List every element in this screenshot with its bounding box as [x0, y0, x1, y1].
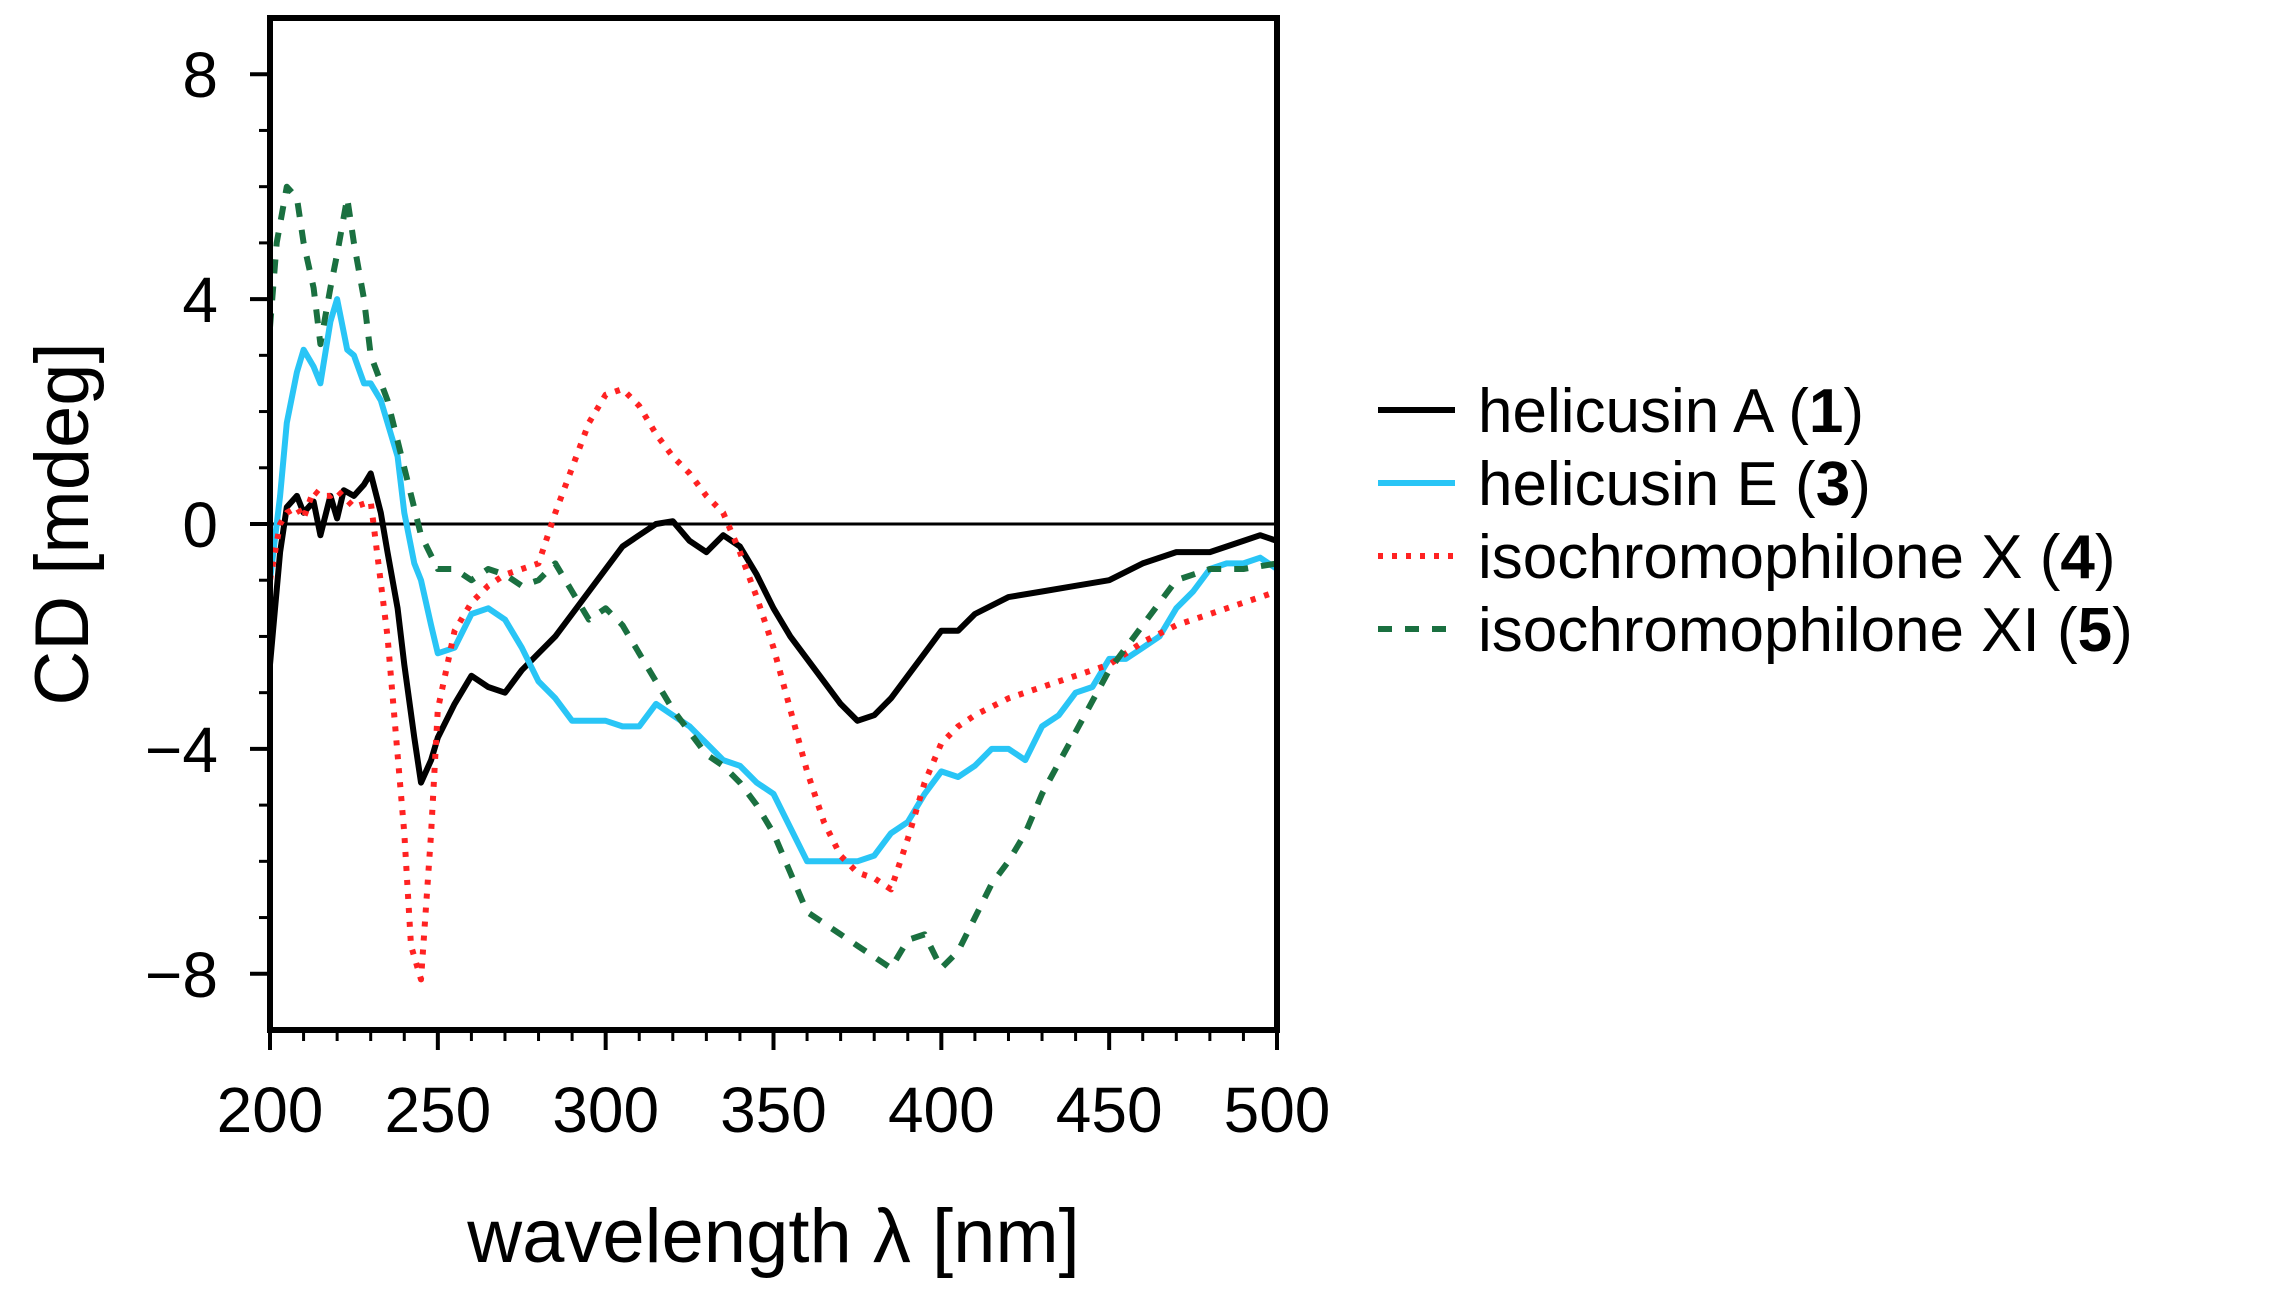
- series-line-helicusin-a: [267, 470, 1278, 786]
- y-tick-label: 4: [182, 264, 218, 336]
- legend-name: helicusin E: [1478, 450, 1778, 519]
- legend-label: isochromophilone X (4): [1478, 523, 2116, 592]
- x-axis-title: wavelength λ [nm]: [466, 1194, 1080, 1279]
- x-tick-label: 300: [552, 1074, 659, 1146]
- legend-label: helicusin A (1): [1478, 377, 1864, 446]
- x-tick-label: 250: [384, 1074, 491, 1146]
- x-tick-label: 450: [1056, 1074, 1163, 1146]
- x-tick-label: 400: [888, 1074, 995, 1146]
- y-tick-label: 0: [182, 489, 218, 561]
- legend-entry-isochromophilone-xi: isochromophilone XI (5): [1378, 596, 2133, 665]
- x-tick-label: 350: [720, 1074, 827, 1146]
- legend-compound-number: 1: [1809, 377, 1843, 446]
- series-line-helicusin-e: [267, 296, 1279, 865]
- y-axis-title: CD [mdeg]: [20, 342, 105, 705]
- series-line-isochromophilone-xi: [267, 183, 1278, 972]
- x-tick-label: 200: [217, 1074, 324, 1146]
- legend-label: helicusin E (3): [1478, 450, 1871, 519]
- legend-name: helicusin A: [1478, 377, 1775, 446]
- x-axis-tick-labels: 200 250 300 350 400 450 500: [217, 1074, 1331, 1146]
- y-axis-tick-labels: −8 −4 0 4 8: [145, 39, 218, 1011]
- legend-entry-helicusin-e: helicusin E (3): [1378, 450, 1871, 519]
- x-tick-label: 500: [1224, 1074, 1331, 1146]
- legend-name: isochromophilone X: [1478, 523, 2023, 592]
- legend-name: isochromophilone XI: [1478, 596, 2040, 665]
- legend-entry-helicusin-a: helicusin A (1): [1378, 377, 1864, 446]
- legend-label: isochromophilone XI (5): [1478, 596, 2133, 665]
- series-line-isochromophilone-x: [267, 386, 1278, 983]
- y-tick-label: −4: [145, 714, 218, 786]
- y-tick-label: 8: [182, 39, 218, 111]
- legend: helicusin A (1) helicusin E (3) isochrom…: [1378, 377, 2133, 665]
- series-group: [267, 183, 1279, 983]
- legend-compound-number: 5: [2078, 596, 2112, 665]
- legend-compound-number: 3: [1816, 450, 1850, 519]
- y-tick-label: −8: [145, 939, 218, 1011]
- legend-entry-isochromophilone-x: isochromophilone X (4): [1378, 523, 2116, 592]
- tick-marks: [250, 72, 1279, 1050]
- legend-compound-number: 4: [2060, 523, 2095, 592]
